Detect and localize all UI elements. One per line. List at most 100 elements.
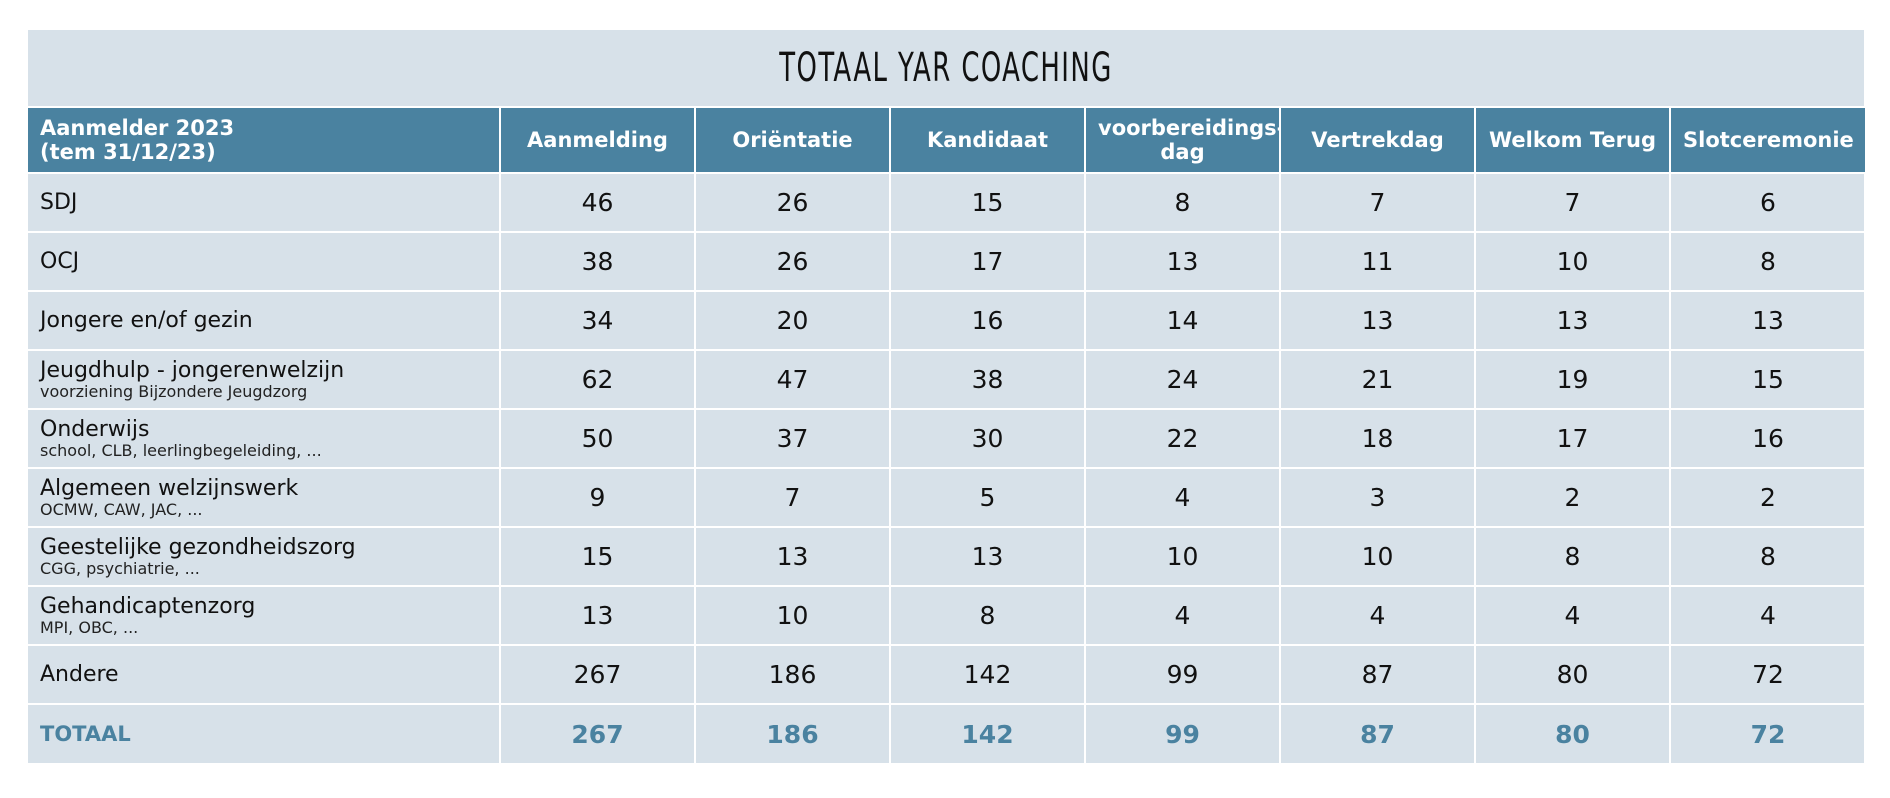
value-cell: 6 bbox=[1669, 172, 1865, 233]
value-cell: 9 bbox=[499, 467, 696, 528]
row-label: SDJ bbox=[40, 189, 78, 215]
value-cell: 7 bbox=[694, 467, 891, 528]
total-row: TOTAAL 267 186 142 99 87 80 72 bbox=[28, 703, 1865, 763]
value-cell: 72 bbox=[1669, 644, 1865, 705]
value-cell: 72 bbox=[1669, 703, 1865, 763]
value-cell: 4 bbox=[1084, 467, 1281, 528]
value-cell: 80 bbox=[1474, 703, 1671, 763]
value-cell: 99 bbox=[1084, 644, 1281, 705]
value-cell: 8 bbox=[1669, 231, 1865, 292]
value-cell: 13 bbox=[1279, 290, 1476, 351]
value-cell: 15 bbox=[889, 172, 1086, 233]
value-cell: 15 bbox=[499, 526, 696, 587]
value-cell: 7 bbox=[1279, 172, 1476, 233]
value-cell: 34 bbox=[499, 290, 696, 351]
value-cell: 142 bbox=[889, 644, 1086, 705]
value-cell: 13 bbox=[499, 585, 696, 646]
header-row: Aanmelder 2023 (tem 31/12/23) Aanmelding… bbox=[28, 106, 1865, 174]
value-cell: 13 bbox=[694, 526, 891, 587]
value-cell: 17 bbox=[1474, 408, 1671, 469]
row-sublabel: OCMW, CAW, JAC, ... bbox=[40, 499, 203, 519]
value-cell: 13 bbox=[1084, 231, 1281, 292]
value-cell: 4 bbox=[1279, 585, 1476, 646]
value-cell: 16 bbox=[889, 290, 1086, 351]
table-row: Algemeen welzijnswerk OCMW, CAW, JAC, ...… bbox=[28, 467, 1865, 528]
value-cell: 10 bbox=[694, 585, 891, 646]
value-cell: 24 bbox=[1084, 349, 1281, 410]
row-sublabel: voorziening Bijzondere Jeugdzorg bbox=[40, 381, 308, 401]
table-row: SDJ 46 26 15 8 7 7 6 bbox=[28, 172, 1865, 233]
row-sublabel: CGG, psychiatrie, ... bbox=[40, 558, 200, 578]
row-sublabel: MPI, OBC, ... bbox=[40, 617, 139, 637]
value-cell: 8 bbox=[1084, 172, 1281, 233]
value-cell: 30 bbox=[889, 408, 1086, 469]
value-cell: 87 bbox=[1279, 644, 1476, 705]
value-cell: 4 bbox=[1474, 585, 1671, 646]
header-label-line-1: Aanmelder 2023 bbox=[40, 116, 235, 140]
table-row: Geestelijke gezondheidszorg CGG, psychiat… bbox=[28, 526, 1865, 587]
header-label-line-2: (tem 31/12/23) bbox=[40, 140, 216, 164]
row-label-cell: Jeugdhulp - jongerenwelzijn voorziening B… bbox=[28, 349, 501, 410]
value-cell: 14 bbox=[1084, 290, 1281, 351]
value-cell: 17 bbox=[889, 231, 1086, 292]
column-header: voorbereidings-dag bbox=[1084, 106, 1281, 174]
column-header: Welkom Terug bbox=[1474, 106, 1671, 174]
value-cell: 7 bbox=[1474, 172, 1671, 233]
value-cell: 8 bbox=[889, 585, 1086, 646]
table-row: Jongere en/of gezin 34 20 16 14 13 13 13 bbox=[28, 290, 1865, 351]
value-cell: 16 bbox=[1669, 408, 1865, 469]
value-cell: 10 bbox=[1084, 526, 1281, 587]
row-label-cell: Andere bbox=[28, 644, 501, 705]
row-label: Algemeen welzijnswerk bbox=[40, 475, 299, 501]
value-cell: 4 bbox=[1669, 585, 1865, 646]
value-cell: 87 bbox=[1279, 703, 1476, 763]
value-cell: 22 bbox=[1084, 408, 1281, 469]
value-cell: 47 bbox=[694, 349, 891, 410]
row-label-cell: Gehandicaptenzorg MPI, OBC, ... bbox=[28, 585, 501, 646]
row-label: Geestelijke gezondheidszorg bbox=[40, 534, 356, 560]
value-cell: 38 bbox=[499, 231, 696, 292]
table-body: SDJ 46 26 15 8 7 7 6 OCJ 38 26 17 13 11 10 8 Jongere en/… bbox=[28, 172, 1865, 763]
value-cell: 186 bbox=[694, 644, 891, 705]
value-cell: 4 bbox=[1084, 585, 1281, 646]
row-label-cell: Onderwijs school, CLB, leerlingbegeleidin… bbox=[28, 408, 501, 469]
value-cell: 186 bbox=[694, 703, 891, 763]
data-table: Aanmelder 2023 (tem 31/12/23) Aanmelding… bbox=[28, 106, 1865, 763]
table-row: OCJ 38 26 17 13 11 10 8 bbox=[28, 231, 1865, 292]
column-header: Aanmelding bbox=[499, 106, 696, 174]
value-cell: 2 bbox=[1474, 467, 1671, 528]
table-row: Gehandicaptenzorg MPI, OBC, ... 13 10 8 4 4 4 4 bbox=[28, 585, 1865, 646]
row-label: Jongere en/of gezin bbox=[40, 307, 253, 333]
value-cell: 26 bbox=[694, 172, 891, 233]
row-label: Gehandicaptenzorg bbox=[40, 593, 256, 619]
value-cell: 21 bbox=[1279, 349, 1476, 410]
table-header: Aanmelder 2023 (tem 31/12/23) Aanmelding… bbox=[28, 106, 1865, 174]
value-cell: 62 bbox=[499, 349, 696, 410]
row-label-cell: Algemeen welzijnswerk OCMW, CAW, JAC, ... bbox=[28, 467, 501, 528]
row-label-cell: Geestelijke gezondheidszorg CGG, psychiat… bbox=[28, 526, 501, 587]
value-cell: 3 bbox=[1279, 467, 1476, 528]
row-label: Andere bbox=[40, 661, 119, 687]
row-label: Jeugdhulp - jongerenwelzijn bbox=[40, 357, 345, 383]
row-label: OCJ bbox=[40, 248, 80, 274]
value-cell: 267 bbox=[499, 703, 696, 763]
value-cell: 10 bbox=[1474, 231, 1671, 292]
value-cell: 142 bbox=[889, 703, 1086, 763]
value-cell: 10 bbox=[1279, 526, 1476, 587]
value-cell: 2 bbox=[1669, 467, 1865, 528]
row-label-cell: Jongere en/of gezin bbox=[28, 290, 501, 351]
value-cell: 5 bbox=[889, 467, 1086, 528]
column-header: Slotceremonie bbox=[1669, 106, 1865, 174]
column-header: Oriëntatie bbox=[694, 106, 891, 174]
table-row: Jeugdhulp - jongerenwelzijn voorziening B… bbox=[28, 349, 1865, 410]
value-cell: 13 bbox=[889, 526, 1086, 587]
row-label-cell: TOTAAL bbox=[28, 703, 501, 763]
page-title: TOTAAL YAR COACHING bbox=[779, 45, 1113, 91]
value-cell: 19 bbox=[1474, 349, 1671, 410]
table-row: Onderwijs school, CLB, leerlingbegeleidin… bbox=[28, 408, 1865, 469]
row-label-cell: SDJ bbox=[28, 172, 501, 233]
value-cell: 38 bbox=[889, 349, 1086, 410]
row-label-cell: OCJ bbox=[28, 231, 501, 292]
row-label: TOTAAL bbox=[40, 722, 131, 746]
value-cell: 8 bbox=[1474, 526, 1671, 587]
